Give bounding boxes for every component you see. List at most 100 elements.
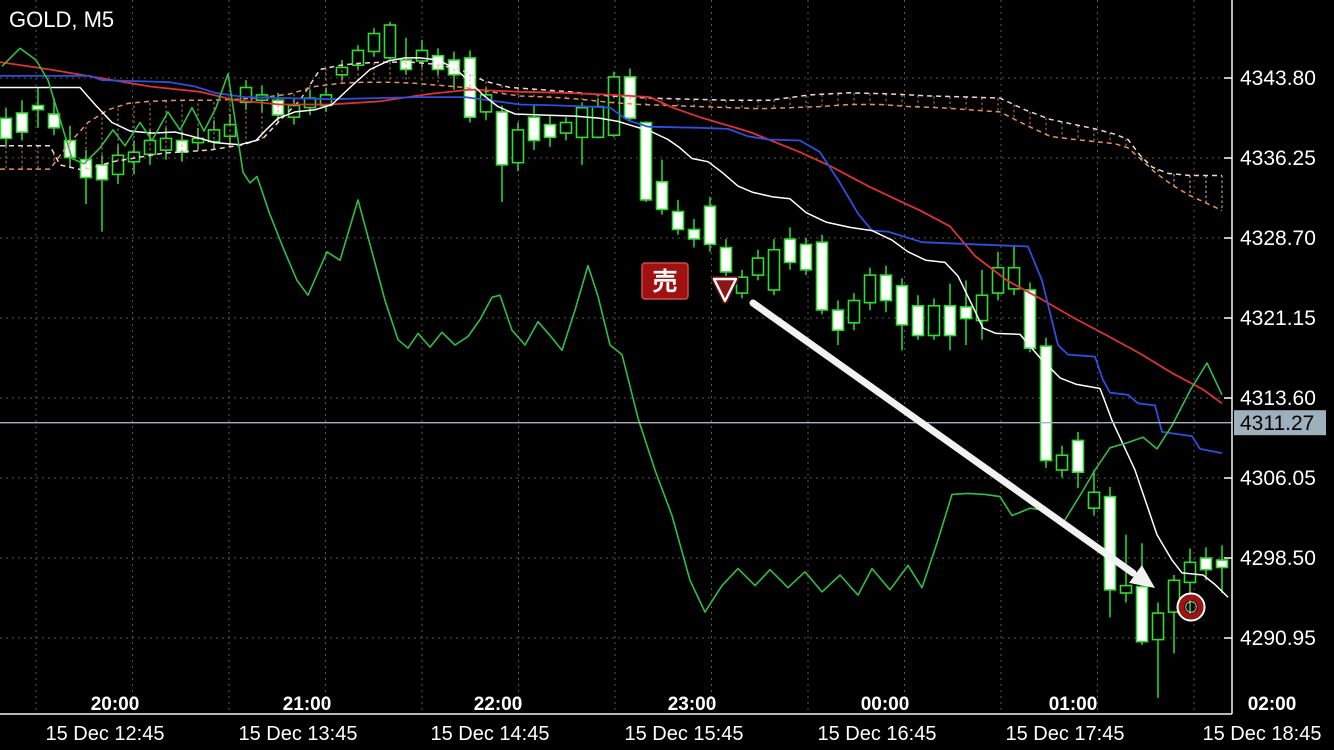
candle-body bbox=[1167, 579, 1181, 613]
hour-label: 21:00 bbox=[283, 694, 332, 715]
candle-body bbox=[1087, 491, 1101, 509]
date-label: 15 Dec 18:45 bbox=[1203, 723, 1322, 745]
candle-body bbox=[415, 49, 429, 62]
candle-body bbox=[47, 113, 61, 129]
candle-body bbox=[95, 164, 109, 181]
price-tick-label: 4290.95 bbox=[1240, 627, 1316, 650]
candle-body bbox=[511, 129, 525, 164]
candle-body bbox=[0, 117, 13, 140]
candle-body bbox=[31, 104, 45, 111]
candle-body bbox=[1199, 557, 1213, 571]
candle-body bbox=[367, 32, 381, 53]
candle-body bbox=[479, 94, 493, 113]
hour-label: 00:00 bbox=[861, 694, 910, 715]
candle-body bbox=[767, 248, 781, 291]
candle-body bbox=[847, 299, 861, 324]
exit-circle-icon bbox=[1178, 594, 1204, 620]
hour-label: 20:00 bbox=[91, 694, 140, 715]
candle-body bbox=[751, 257, 765, 276]
candle-body bbox=[1007, 266, 1021, 290]
tenkan-white-line bbox=[0, 57, 1229, 598]
candle-body bbox=[495, 111, 509, 166]
current-price-label-bg bbox=[1234, 410, 1326, 436]
trend-arrow-head bbox=[1129, 565, 1155, 588]
date-label: 15 Dec 13:45 bbox=[239, 723, 358, 745]
red-ma-line bbox=[0, 61, 1223, 405]
candle-body bbox=[463, 57, 477, 119]
candle-body bbox=[719, 246, 733, 273]
candle-body bbox=[831, 309, 845, 332]
candle-body bbox=[207, 129, 221, 143]
candle-body bbox=[1119, 584, 1133, 594]
candle-body bbox=[943, 304, 957, 337]
candle-body bbox=[703, 205, 717, 246]
candle-body bbox=[575, 106, 589, 139]
senkou-span-b-line bbox=[0, 81, 1223, 212]
exit-circle-inner-ring bbox=[1185, 601, 1197, 613]
candle-body bbox=[1039, 345, 1053, 462]
candle-body bbox=[639, 121, 653, 201]
date-label: 15 Dec 14:45 bbox=[431, 723, 550, 745]
candle-body bbox=[655, 181, 669, 211]
price-tick-label: 4328.70 bbox=[1240, 227, 1316, 250]
price-tick-label: 4313.60 bbox=[1240, 387, 1316, 410]
sell-marker-triangle-icon bbox=[712, 277, 738, 303]
candle-body bbox=[863, 274, 877, 304]
kijun-blue-line bbox=[0, 75, 1223, 454]
candle-body bbox=[783, 238, 797, 264]
candle-body bbox=[111, 154, 125, 176]
candle-body bbox=[991, 266, 1005, 294]
candle-body bbox=[15, 112, 29, 133]
candle-body bbox=[1103, 495, 1117, 591]
candle-body bbox=[671, 210, 685, 231]
price-tick-label: 4336.25 bbox=[1240, 147, 1316, 170]
hour-label: 01:00 bbox=[1049, 694, 1098, 715]
candle-body bbox=[1151, 612, 1165, 641]
sell-badge[interactable] bbox=[641, 262, 689, 300]
candle-body bbox=[383, 24, 397, 59]
candle-body bbox=[543, 123, 557, 139]
date-label: 15 Dec 12:45 bbox=[46, 723, 165, 745]
chikou-green-line bbox=[1, 47, 1223, 613]
candle-body bbox=[607, 76, 621, 137]
candle-body bbox=[815, 241, 829, 311]
candle-body bbox=[1135, 585, 1149, 643]
trend-arrow-shaft bbox=[749, 299, 1137, 577]
candle-body bbox=[1215, 559, 1229, 569]
price-tick-label: 4343.80 bbox=[1240, 67, 1316, 90]
hour-label: 02:00 bbox=[1248, 694, 1297, 715]
candle-body bbox=[975, 294, 989, 322]
symbol-title: GOLD, M5 bbox=[9, 7, 114, 32]
current-price-label: 4311.27 bbox=[1240, 412, 1314, 435]
exit-circle-outer-ring bbox=[1176, 592, 1206, 622]
candle-body bbox=[319, 94, 333, 107]
date-label: 15 Dec 17:45 bbox=[1006, 723, 1125, 745]
candle-body bbox=[895, 284, 909, 326]
price-tick-label: 4298.50 bbox=[1240, 547, 1316, 570]
candle-body bbox=[687, 228, 701, 240]
candle-body bbox=[559, 121, 573, 134]
candle-body bbox=[1183, 561, 1197, 584]
candle-body bbox=[591, 105, 605, 139]
hour-label: 23:00 bbox=[668, 694, 717, 715]
sell-badge-label: 売 bbox=[652, 268, 677, 296]
candle-body bbox=[735, 276, 749, 294]
candle-body bbox=[879, 274, 893, 302]
date-label: 15 Dec 15:45 bbox=[625, 723, 744, 745]
candle-body bbox=[527, 116, 541, 142]
candle-body bbox=[1071, 439, 1085, 473]
candle-body bbox=[911, 304, 925, 337]
candle-body bbox=[159, 137, 173, 151]
candle-body bbox=[959, 306, 973, 320]
candle-body bbox=[143, 139, 157, 156]
hour-label: 22:00 bbox=[474, 694, 523, 715]
price-tick-label: 4321.15 bbox=[1240, 307, 1316, 330]
price-tick-label: 4306.05 bbox=[1240, 467, 1316, 490]
candle-body bbox=[1055, 454, 1069, 471]
candle-body bbox=[927, 304, 941, 337]
candle-body bbox=[799, 243, 813, 271]
date-label: 15 Dec 16:45 bbox=[818, 723, 937, 745]
